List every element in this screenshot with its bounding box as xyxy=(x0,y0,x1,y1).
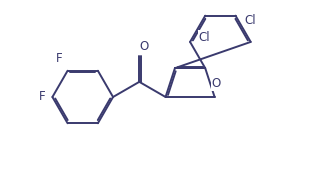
Text: O: O xyxy=(212,77,221,90)
Text: Cl: Cl xyxy=(198,31,210,44)
Text: O: O xyxy=(139,40,149,53)
Text: F: F xyxy=(39,90,46,104)
Text: Cl: Cl xyxy=(244,14,256,27)
Text: F: F xyxy=(56,52,62,65)
